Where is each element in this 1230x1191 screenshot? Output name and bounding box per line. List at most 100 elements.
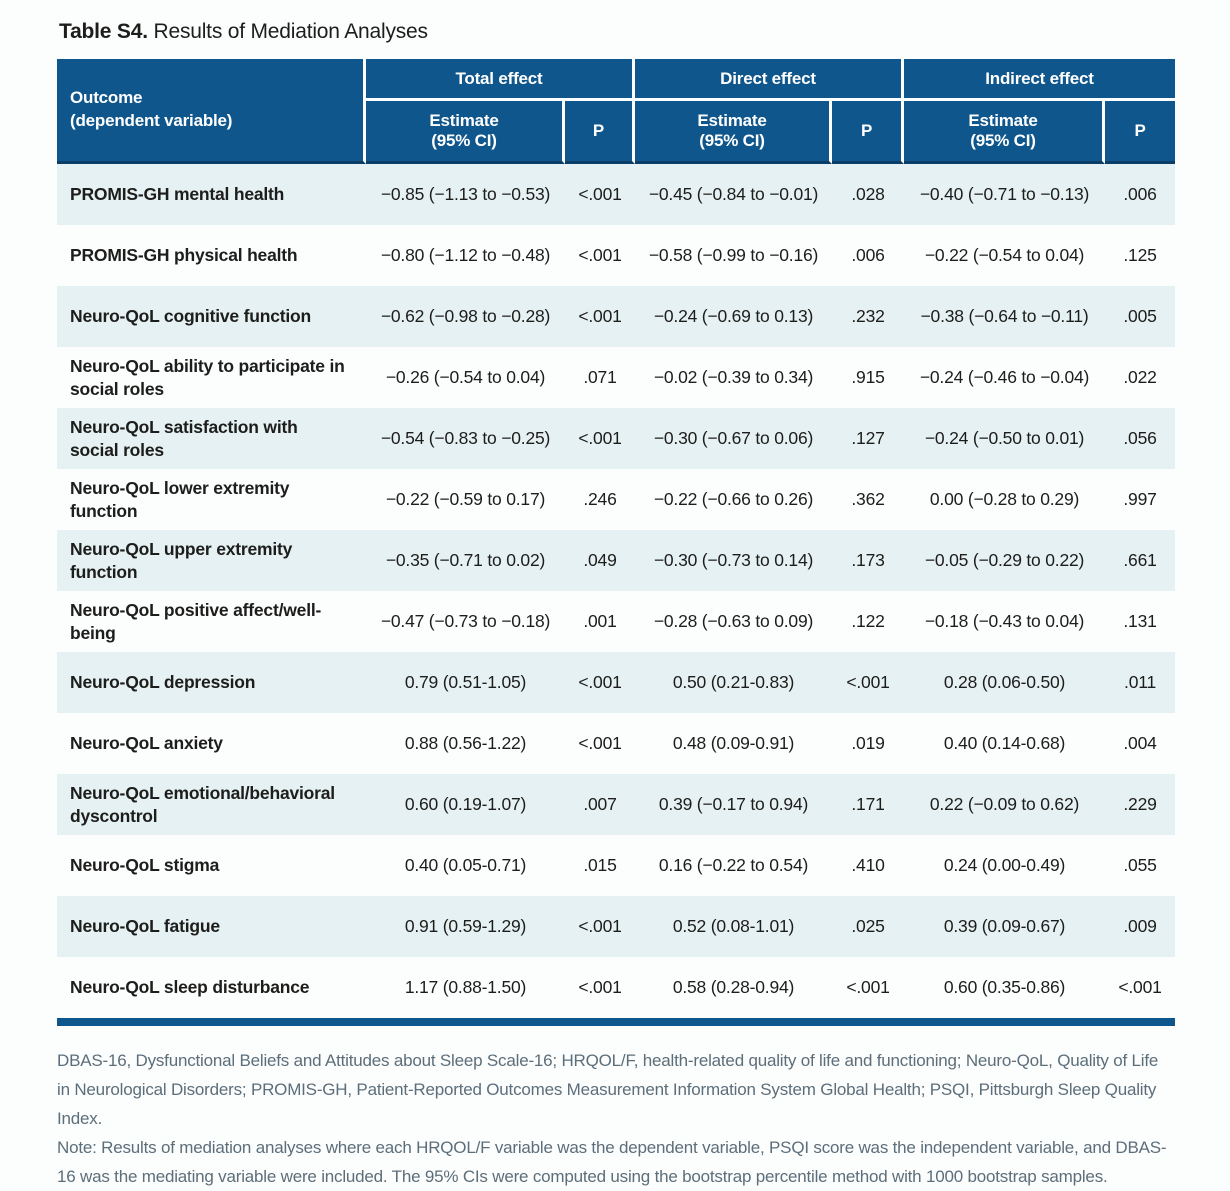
outcome-cell: Neuro-QoL stigma <box>57 835 366 896</box>
total-p-cell: .007 <box>565 774 635 835</box>
indirect-p-cell: .005 <box>1105 286 1176 347</box>
direct-p-cell: .232 <box>832 286 905 347</box>
direct-p-cell: .006 <box>832 225 905 286</box>
table-row: Neuro-QoL anxiety 0.88 (0.56-1.22) <.001… <box>57 713 1176 774</box>
indirect-estimate-cell: −0.05 (−0.29 to 0.22) <box>904 530 1106 591</box>
outcome-cell: Neuro-QoL upper extremity function <box>57 530 366 591</box>
footnote-abbreviations: DBAS-16, Dysfunctional Beliefs and Attit… <box>57 1051 1159 1128</box>
indirect-p-cell: .011 <box>1105 652 1176 713</box>
column-header-direct-p: P <box>832 101 905 164</box>
indirect-p-cell: .004 <box>1105 713 1176 774</box>
indirect-p-cell: .661 <box>1105 530 1176 591</box>
direct-p-cell: .025 <box>832 896 905 957</box>
total-p-cell: <.001 <box>565 286 635 347</box>
direct-p-cell: .915 <box>832 347 905 408</box>
column-header-outcome: Outcome (dependent variable) <box>57 59 366 164</box>
direct-p-cell: .173 <box>832 530 905 591</box>
indirect-p-cell: .009 <box>1105 896 1176 957</box>
indirect-p-cell: .006 <box>1105 164 1176 225</box>
column-header-total-p: P <box>565 101 635 164</box>
outcome-cell: Neuro-QoL lower extremity function <box>57 469 366 530</box>
table-row: Neuro-QoL lower extremity function −0.22… <box>57 469 1176 530</box>
outcome-cell: Neuro-QoL sleep disturbance <box>57 957 366 1018</box>
indirect-p-cell: .125 <box>1105 225 1176 286</box>
total-p-cell: <.001 <box>565 896 635 957</box>
direct-estimate-cell: 0.50 (0.21-0.83) <box>635 652 832 713</box>
column-group-indirect-effect: Indirect effect <box>904 59 1176 101</box>
indirect-p-cell: .055 <box>1105 835 1176 896</box>
indirect-estimate-cell: −0.38 (−0.64 to −0.11) <box>904 286 1106 347</box>
table-row: Neuro-QoL cognitive function −0.62 (−0.9… <box>57 286 1176 347</box>
total-p-cell: <.001 <box>565 164 635 225</box>
indirect-estimate-cell: −0.24 (−0.50 to 0.01) <box>904 408 1106 469</box>
table-row: Neuro-QoL depression 0.79 (0.51-1.05) <.… <box>57 652 1176 713</box>
total-p-cell: <.001 <box>565 652 635 713</box>
direct-estimate-cell: −0.30 (−0.73 to 0.14) <box>635 530 832 591</box>
table-number: Table S4. <box>59 20 148 43</box>
indirect-estimate-cell: 0.22 (−0.09 to 0.62) <box>904 774 1106 835</box>
direct-p-cell: .362 <box>832 469 905 530</box>
total-p-cell: .001 <box>565 591 635 652</box>
total-estimate-cell: 0.60 (0.19-1.07) <box>366 774 565 835</box>
indirect-p-cell: .056 <box>1105 408 1176 469</box>
total-estimate-cell: 0.88 (0.56-1.22) <box>366 713 565 774</box>
table-row: Neuro-QoL ability to participate in soci… <box>57 347 1176 408</box>
indirect-estimate-cell: 0.00 (−0.28 to 0.29) <box>904 469 1106 530</box>
direct-p-cell: .122 <box>832 591 905 652</box>
direct-estimate-cell: −0.45 (−0.84 to −0.01) <box>635 164 832 225</box>
table-row: Neuro-QoL emotional/behavioral dyscontro… <box>57 774 1176 835</box>
table-header: Outcome (dependent variable) Total effec… <box>57 59 1176 164</box>
direct-p-cell: .028 <box>832 164 905 225</box>
total-p-cell: .049 <box>565 530 635 591</box>
outcome-cell: Neuro-QoL positive affect/well-being <box>57 591 366 652</box>
total-estimate-cell: −0.35 (−0.71 to 0.02) <box>366 530 565 591</box>
direct-p-cell: .127 <box>832 408 905 469</box>
total-p-cell: .015 <box>565 835 635 896</box>
table-body: PROMIS-GH mental health −0.85 (−1.13 to … <box>57 164 1176 1018</box>
total-estimate-cell: 0.79 (0.51-1.05) <box>366 652 565 713</box>
direct-estimate-cell: 0.39 (−0.17 to 0.94) <box>635 774 832 835</box>
direct-p-cell: <.001 <box>832 957 905 1018</box>
mediation-table: Outcome (dependent variable) Total effec… <box>57 59 1176 1018</box>
outcome-cell: Neuro-QoL fatigue <box>57 896 366 957</box>
indirect-estimate-cell: 0.28 (0.06-0.50) <box>904 652 1106 713</box>
direct-p-cell: .410 <box>832 835 905 896</box>
column-group-direct-effect: Direct effect <box>635 59 905 101</box>
table-title-text: Results of Mediation Analyses <box>147 20 428 43</box>
table-row: PROMIS-GH mental health −0.85 (−1.13 to … <box>57 164 1176 225</box>
page-title: Table S4. Results of Mediation Analyses <box>59 20 1175 44</box>
indirect-estimate-cell: 0.60 (0.35-0.86) <box>904 957 1106 1018</box>
page: Table S4. Results of Mediation Analyses … <box>57 20 1176 1186</box>
direct-estimate-cell: −0.22 (−0.66 to 0.26) <box>635 469 832 530</box>
indirect-estimate-cell: 0.39 (0.09-0.67) <box>904 896 1106 957</box>
total-estimate-cell: −0.47 (−0.73 to −0.18) <box>366 591 565 652</box>
column-group-total-effect: Total effect <box>366 59 635 101</box>
indirect-p-cell: .131 <box>1105 591 1176 652</box>
outcome-cell: Neuro-QoL cognitive function <box>57 286 366 347</box>
total-p-cell: <.001 <box>565 957 635 1018</box>
indirect-estimate-cell: −0.18 (−0.43 to 0.04) <box>904 591 1106 652</box>
column-header-direct-estimate: Estimate (95% CI) <box>635 101 832 164</box>
table-row: Neuro-QoL sleep disturbance 1.17 (0.88-1… <box>57 957 1176 1018</box>
total-estimate-cell: −0.22 (−0.59 to 0.17) <box>366 469 565 530</box>
outcome-cell: Neuro-QoL ability to participate in soci… <box>57 347 366 408</box>
outcome-cell: PROMIS-GH mental health <box>57 164 366 225</box>
direct-estimate-cell: −0.28 (−0.63 to 0.09) <box>635 591 832 652</box>
column-header-indirect-p: P <box>1105 101 1176 164</box>
direct-estimate-cell: 0.52 (0.08-1.01) <box>635 896 832 957</box>
total-p-cell: .246 <box>565 469 635 530</box>
table-row: Neuro-QoL upper extremity function −0.35… <box>57 530 1176 591</box>
indirect-estimate-cell: −0.40 (−0.71 to −0.13) <box>904 164 1106 225</box>
table-footnote: DBAS-16, Dysfunctional Beliefs and Attit… <box>57 1046 1175 1191</box>
outcome-cell: Neuro-QoL depression <box>57 652 366 713</box>
indirect-p-cell: .997 <box>1105 469 1176 530</box>
table-row: PROMIS-GH physical health −0.80 (−1.12 t… <box>57 225 1176 286</box>
total-estimate-cell: 0.40 (0.05-0.71) <box>366 835 565 896</box>
outcome-cell: Neuro-QoL anxiety <box>57 713 366 774</box>
column-header-total-estimate: Estimate (95% CI) <box>366 101 565 164</box>
total-p-cell: .071 <box>565 347 635 408</box>
indirect-p-cell: .022 <box>1105 347 1176 408</box>
direct-estimate-cell: −0.24 (−0.69 to 0.13) <box>635 286 832 347</box>
indirect-estimate-cell: −0.24 (−0.46 to −0.04) <box>904 347 1106 408</box>
total-estimate-cell: −0.62 (−0.98 to −0.28) <box>366 286 565 347</box>
